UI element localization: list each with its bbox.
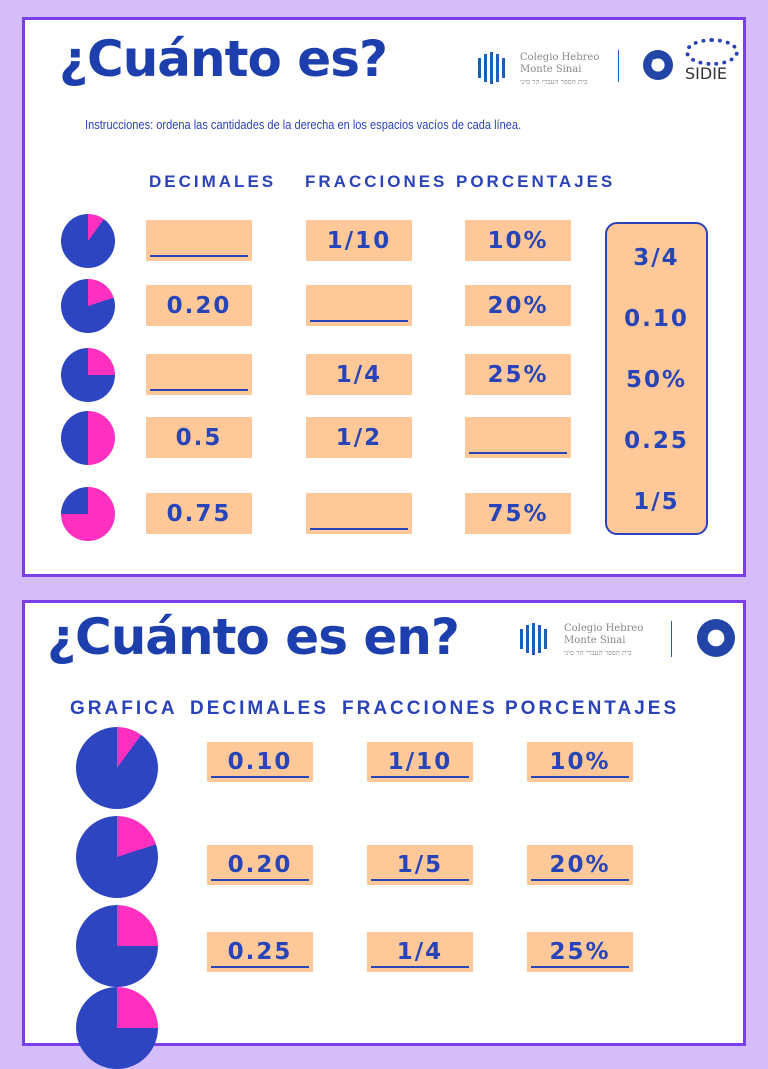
answer-option: 1/5	[633, 489, 680, 515]
pie-chart	[76, 905, 158, 987]
value-text: 0.25	[227, 939, 293, 965]
column-header: PORCENTAJES	[456, 172, 616, 191]
decimal-value: 0.20	[146, 285, 252, 326]
divider	[618, 50, 619, 82]
percent-value: 10%	[527, 742, 633, 782]
value-text: 1/10	[387, 749, 453, 775]
column-header: DECIMALES	[190, 698, 329, 719]
ib-logo-icon: ib	[697, 619, 735, 657]
column-header: GRAFICA	[70, 698, 178, 719]
fraction-value: 1/10	[367, 742, 473, 782]
answer-bank: 3/4 0.10 50% 0.25 1/5	[605, 222, 708, 535]
percent-value: 10%	[465, 220, 571, 261]
percent-blank[interactable]	[465, 417, 571, 458]
fraction-value: 1/4	[306, 354, 412, 395]
pie-chart	[61, 348, 115, 402]
decimal-blank[interactable]	[146, 354, 252, 395]
underline	[531, 776, 629, 778]
column-header: FRACCIONES	[305, 172, 448, 191]
pie-chart	[61, 279, 115, 333]
decimal-value: 0.25	[207, 932, 313, 972]
instructions: Instrucciones: ordena las cantidades de …	[85, 117, 522, 132]
worksheet-1: ¿Cuánto es? Colegio Hebreo Monte Sinai בית…	[22, 17, 746, 577]
value-text: 0.10	[227, 749, 293, 775]
answer-option: 50%	[625, 367, 688, 393]
blank-line	[310, 528, 408, 530]
value-text: 1/4	[396, 939, 444, 965]
value-text: 1/5	[396, 852, 444, 878]
page-title-2: ¿Cuánto es en?	[47, 608, 460, 666]
divider	[671, 621, 672, 657]
decimal-value: 0.10	[207, 742, 313, 782]
answer-option: 0.25	[624, 428, 689, 454]
pie-chart	[76, 727, 158, 809]
column-header: PORCENTAJES	[505, 698, 680, 719]
fraction-value: 1/2	[306, 417, 412, 458]
blank-line	[310, 320, 408, 322]
column-header: DECIMALES	[149, 172, 277, 191]
underline	[371, 879, 469, 881]
sidie-logo-icon	[685, 38, 739, 66]
pie-chart	[61, 487, 115, 541]
percent-value: 25%	[465, 354, 571, 395]
blank-line	[469, 452, 567, 454]
pie-chart	[76, 816, 158, 898]
school-name: Colegio Hebreo Monte Sinai בית הספר העברי …	[564, 623, 644, 657]
percent-value: 20%	[465, 285, 571, 326]
answer-option: 0.10	[624, 306, 689, 332]
underline	[531, 966, 629, 968]
pie-chart	[76, 987, 158, 1069]
blank-line	[150, 255, 248, 257]
value-text: 10%	[549, 749, 611, 775]
decimal-value: 0.75	[146, 493, 252, 534]
column-header: FRACCIONES	[342, 698, 498, 719]
blank-line	[150, 389, 248, 391]
answer-option: 3/4	[633, 245, 680, 271]
fraction-value: 1/5	[367, 845, 473, 885]
page-title: ¿Cuánto es?	[59, 30, 388, 88]
value-text: 25%	[549, 939, 611, 965]
underline	[371, 776, 469, 778]
decimal-value: 0.20	[207, 845, 313, 885]
fraction-value: 1/4	[367, 932, 473, 972]
fraction-blank[interactable]	[306, 285, 412, 326]
underline	[531, 879, 629, 881]
fraction-value: 1/10	[306, 220, 412, 261]
decimal-value: 0.5	[146, 417, 252, 458]
ib-logo-icon: ib	[643, 50, 673, 80]
worksheet-2: ¿Cuánto es en? Colegio Hebreo Monte Sinai…	[22, 600, 746, 1069]
decimal-blank[interactable]	[146, 220, 252, 261]
underline	[371, 966, 469, 968]
pie-chart	[61, 411, 115, 465]
underline	[211, 776, 309, 778]
school-logo-icon	[520, 623, 547, 655]
school-name: Colegio Hebreo Monte Sinai בית הספר העברי …	[520, 52, 600, 86]
percent-value: 25%	[527, 932, 633, 972]
underline	[211, 966, 309, 968]
value-text: 0.20	[227, 852, 293, 878]
fraction-blank[interactable]	[306, 493, 412, 534]
underline	[211, 879, 309, 881]
percent-value: 20%	[527, 845, 633, 885]
pie-chart	[61, 214, 115, 268]
value-text: 20%	[549, 852, 611, 878]
sidie-label: SIDIE	[685, 64, 728, 83]
school-logo-icon	[478, 52, 505, 84]
percent-value: 75%	[465, 493, 571, 534]
